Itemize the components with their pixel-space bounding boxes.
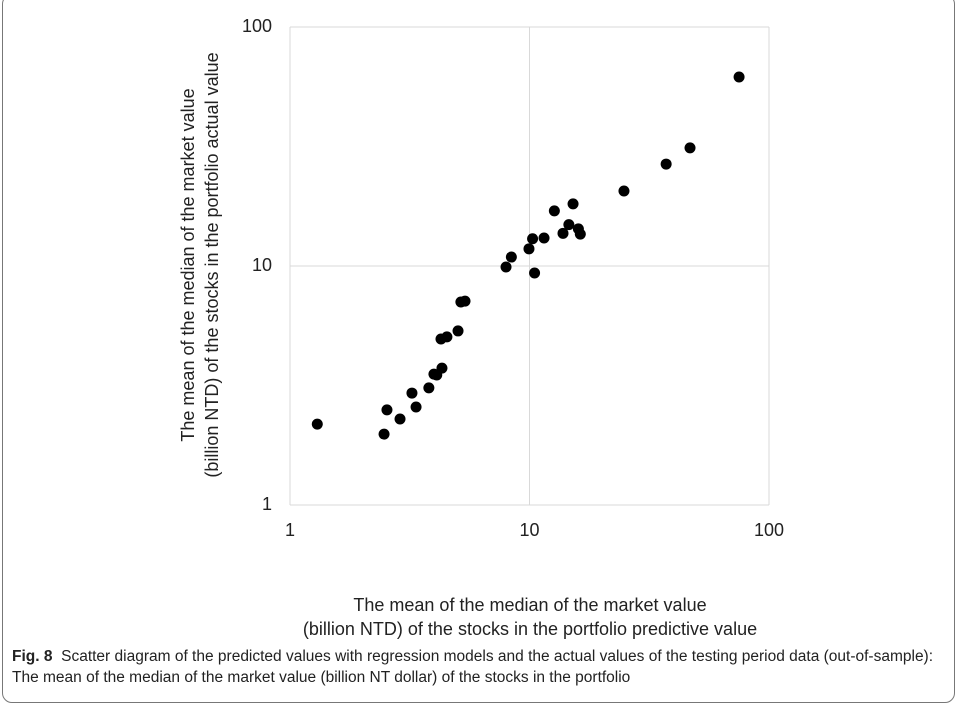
point-layer bbox=[311, 71, 745, 440]
caption: Fig. 8 Scatter diagram of the predicted … bbox=[12, 646, 947, 688]
point bbox=[441, 331, 453, 343]
point bbox=[618, 185, 630, 197]
y-axis-label: The mean of the median of the market val… bbox=[178, 52, 222, 477]
point bbox=[523, 243, 535, 255]
x-tick-label: 1 bbox=[285, 520, 295, 540]
point bbox=[660, 158, 672, 170]
point bbox=[529, 267, 541, 279]
y-tick-label: 100 bbox=[242, 16, 272, 36]
point bbox=[538, 232, 550, 244]
caption-text: Scatter diagram of the predicted values … bbox=[12, 648, 934, 686]
caption-label: Fig. 8 bbox=[12, 648, 53, 665]
point bbox=[452, 325, 464, 337]
point bbox=[563, 219, 575, 231]
point bbox=[406, 387, 418, 399]
point bbox=[459, 295, 471, 307]
x-tick-label: 100 bbox=[754, 520, 784, 540]
point bbox=[500, 261, 512, 273]
point bbox=[567, 198, 579, 210]
point bbox=[574, 228, 586, 240]
point bbox=[436, 362, 448, 374]
point bbox=[733, 71, 745, 83]
point bbox=[548, 205, 560, 217]
point bbox=[378, 428, 390, 440]
point bbox=[311, 418, 323, 430]
point bbox=[410, 401, 422, 413]
x-axis-label: The mean of the median of the market val… bbox=[303, 595, 757, 639]
x-tick-label: 10 bbox=[519, 520, 539, 540]
plot-layer: 1 10 100 1 10 100 bbox=[242, 16, 784, 540]
point bbox=[684, 142, 696, 154]
point bbox=[381, 404, 393, 416]
y-tick-label: 1 bbox=[262, 494, 272, 514]
point bbox=[527, 233, 539, 245]
point bbox=[394, 413, 406, 425]
y-tick-label: 10 bbox=[252, 255, 272, 275]
point bbox=[423, 382, 435, 394]
point bbox=[505, 251, 517, 263]
point bbox=[557, 227, 569, 239]
